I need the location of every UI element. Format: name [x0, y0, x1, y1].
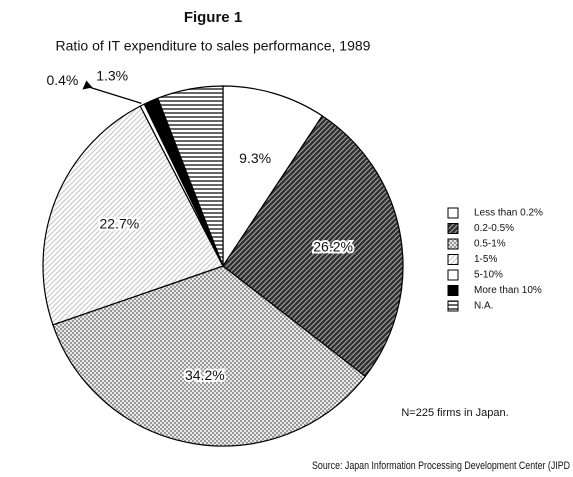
- label-arrow: [90, 86, 142, 104]
- legend-label: 1-5%: [474, 254, 497, 265]
- pie-slice: [157, 85, 224, 267]
- data-label: 26.2%: [313, 239, 353, 255]
- source: Source: Japan Information Processing Dev…: [312, 460, 570, 472]
- legend-swatch: [447, 285, 459, 296]
- data-label: 9.3%: [239, 150, 271, 166]
- legend-swatch: [447, 238, 459, 250]
- chart-title: Figure 1: [184, 9, 242, 26]
- legend-swatch: [447, 223, 459, 234]
- legend-label: 5-10%: [474, 270, 503, 281]
- data-label: 1.3%: [96, 68, 128, 84]
- arrow-head: [82, 80, 93, 90]
- legend-label: N.A.: [474, 301, 493, 312]
- pie-slice: [222, 115, 404, 378]
- legend-label: 0.5-1%: [474, 239, 506, 250]
- legend-label: Less than 0.2%: [474, 208, 543, 219]
- legend-swatch: [447, 269, 459, 281]
- legend-swatch: [447, 207, 459, 219]
- legend-label: 0.2-0.5%: [474, 223, 514, 234]
- data-label: 34.2%: [185, 367, 225, 383]
- data-label: 0.4%: [46, 72, 78, 88]
- pie-slice: [222, 85, 324, 268]
- pie-slice: [52, 265, 367, 447]
- legend-label: More than 10%: [474, 285, 542, 296]
- legend-swatch: [447, 300, 459, 312]
- chart-subtitle: Ratio of IT expenditure to sales perform…: [56, 38, 371, 54]
- data-label: 22.7%: [100, 215, 140, 231]
- pie-slice: [42, 105, 224, 326]
- legend-swatch: [447, 254, 459, 265]
- note: N=225 firms in Japan.: [401, 407, 508, 419]
